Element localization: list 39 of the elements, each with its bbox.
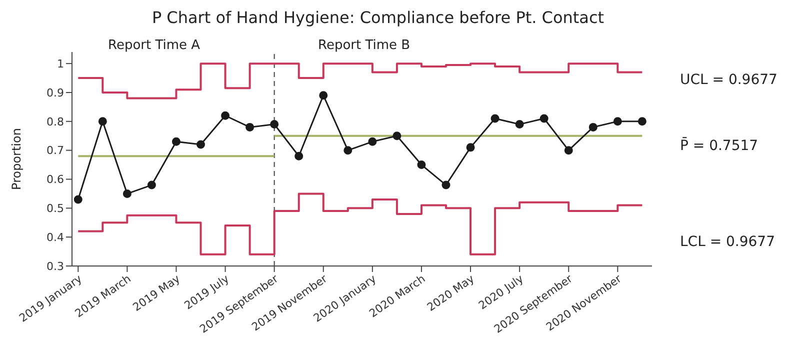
point bbox=[490, 114, 500, 123]
annotation: Report Time A bbox=[108, 38, 200, 53]
annotation: Report Time B bbox=[318, 38, 410, 53]
y-axis-title: Proportion bbox=[9, 128, 24, 190]
point bbox=[466, 143, 475, 152]
y-tick-label: 0.3 bbox=[46, 260, 64, 273]
point bbox=[564, 146, 573, 155]
point bbox=[588, 122, 598, 132]
point bbox=[319, 91, 328, 100]
point bbox=[540, 114, 548, 123]
point bbox=[417, 160, 426, 170]
point bbox=[221, 111, 230, 120]
point bbox=[515, 120, 524, 129]
point bbox=[196, 140, 206, 149]
point bbox=[294, 152, 304, 160]
point bbox=[122, 189, 132, 198]
point bbox=[344, 146, 352, 155]
y-tick-label: 0.7 bbox=[46, 144, 64, 158]
y-tick-label: 0.6 bbox=[46, 173, 64, 186]
point bbox=[246, 122, 254, 132]
point bbox=[147, 180, 156, 190]
point bbox=[368, 137, 377, 146]
point bbox=[638, 117, 646, 126]
text: P̄ = 0.7517 bbox=[680, 138, 758, 154]
chart-title: P Chart of Hand Hygiene: Compliance before Pt. Contact bbox=[150, 8, 606, 27]
text: LCL = 0.9677 bbox=[680, 234, 775, 250]
y-tick-label: 0.9 bbox=[46, 86, 64, 100]
point bbox=[613, 117, 622, 126]
point bbox=[270, 120, 279, 129]
y-tick-label: 0.5 bbox=[46, 202, 64, 216]
point bbox=[172, 137, 180, 146]
y-tick-label: 0.8 bbox=[46, 115, 64, 128]
y-tick-label: 0.4 bbox=[46, 230, 64, 244]
point bbox=[392, 132, 402, 140]
point bbox=[98, 117, 107, 126]
point bbox=[442, 180, 450, 190]
point bbox=[74, 195, 82, 204]
y-tick-label: 1 bbox=[57, 57, 64, 70]
text: UCL = 0.9677 bbox=[680, 72, 778, 88]
